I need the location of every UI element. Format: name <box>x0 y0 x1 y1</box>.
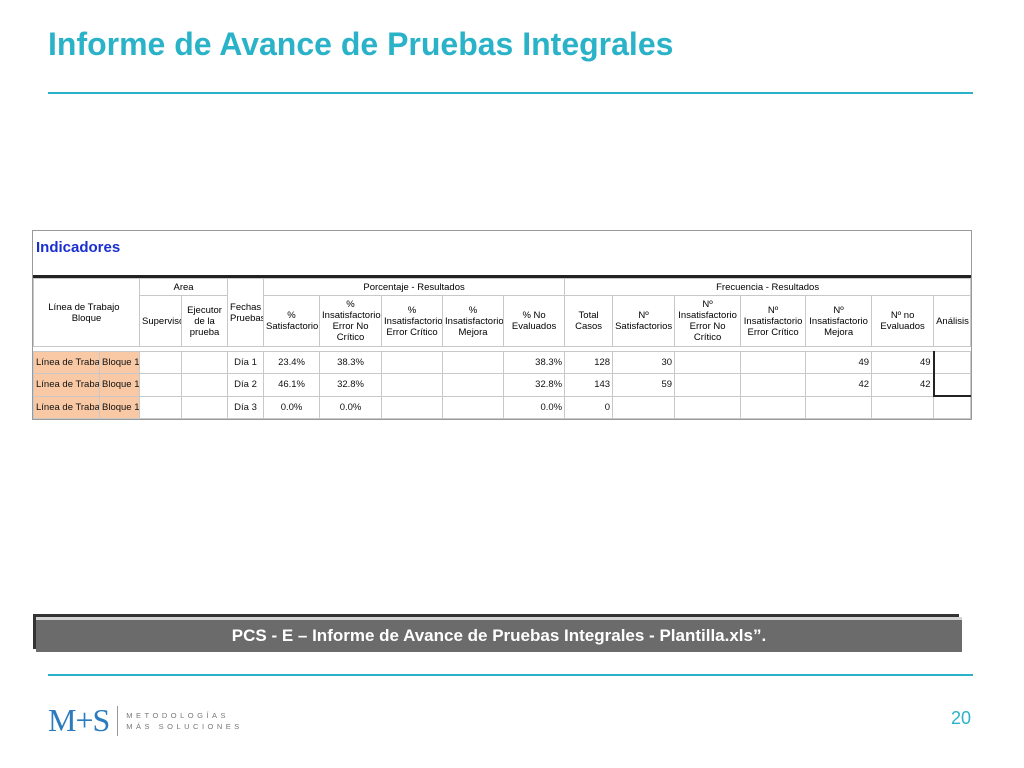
cell-analisis <box>932 351 971 374</box>
logo-divider <box>117 705 119 736</box>
col-header-n-mejora: Nº Insatisfactorio Mejora <box>805 295 873 347</box>
sheet-heading-row: Indicadores <box>33 231 971 278</box>
cell-n-error-no-critico <box>674 395 742 419</box>
col-header-linea: Línea de Trabajo <box>48 301 120 313</box>
cell-total-casos: 128 <box>564 351 614 374</box>
indicators-table: Línea de Trabajo Bloque Area Fechas Prue… <box>33 278 971 419</box>
cell-linea: Línea de Trabajo 1 <box>33 395 100 419</box>
col-header-bloque: Bloque <box>71 312 102 324</box>
cell-n-satisfactorios: 30 <box>612 351 676 374</box>
cell-pct-mejora <box>442 351 505 374</box>
title-divider <box>48 92 973 94</box>
cell-fecha: Día 1 <box>227 351 265 374</box>
cell-linea: Línea de Trabajo 1 <box>33 351 100 374</box>
col-header-pct-satisfactorio: % Satisfactorio <box>263 295 321 347</box>
slide-caption-box: PCS - E – Informe de Avance de Pruebas I… <box>36 617 962 652</box>
slide-caption: PCS - E – Informe de Avance de Pruebas I… <box>231 626 767 645</box>
cell-n-no-evaluados: 49 <box>871 351 935 374</box>
table-row: Línea de Trabajo 1 Bloque 1 Día 3 0.0% 0… <box>33 395 971 419</box>
cell-pct-mejora <box>442 395 505 419</box>
cell-bloque: Bloque 1 <box>98 395 141 419</box>
cell-pct-error-no-critico: 0.0% <box>319 395 383 419</box>
cell-n-no-evaluados: 42 <box>871 373 935 397</box>
group-area: Area <box>139 278 229 296</box>
cell-linea: Línea de Trabajo 1 <box>33 373 100 397</box>
cell-n-satisfactorios <box>612 395 676 419</box>
sheet-heading: Indicadores <box>36 239 121 256</box>
cell-n-mejora: 49 <box>805 351 873 374</box>
col-header-supervisor: Supervisor <box>139 295 183 347</box>
column-header-row: Supervisor Ejecutor de la prueba % Satis… <box>34 295 971 347</box>
cell-n-error-no-critico <box>674 373 742 397</box>
col-header-pct-no-evaluados: % No Evaluados <box>503 295 566 347</box>
cell-n-no-evaluados <box>871 395 935 419</box>
col-header-ejecutor: Ejecutor de la prueba <box>181 295 229 347</box>
col-header-pct-mejora: % Insatisfactorio Mejora <box>442 295 505 347</box>
cell-supervisor <box>139 373 183 397</box>
logo-mark: M+S <box>48 702 110 738</box>
logo-line-1: METODOLOGÍAS <box>126 710 230 720</box>
cell-n-error-critico <box>740 373 807 397</box>
cell-pct-error-critico <box>381 395 444 419</box>
cell-fecha: Día 2 <box>227 373 265 397</box>
cell-n-mejora <box>805 395 873 419</box>
page-number: 20 <box>950 708 971 728</box>
cell-bloque: Bloque 1 <box>98 373 141 397</box>
cell-pct-satisfactorio: 23.4% <box>263 351 321 374</box>
col-header-n-error-critico: Nº Insatisfactorio Error Crítico <box>740 295 807 347</box>
logo-line-2: MÁS SOLUCIONES <box>126 721 243 731</box>
table-row: Línea de Trabajo 1 Bloque 1 Día 2 46.1% … <box>33 373 971 397</box>
cell-supervisor <box>139 395 183 419</box>
group-porcentaje: Porcentaje - Resultados <box>263 278 566 296</box>
table-row: Línea de Trabajo 1 Bloque 1 Día 1 23.4% … <box>33 351 971 374</box>
col-header-analisis: Análisis <box>933 295 971 347</box>
cell-n-error-critico <box>740 351 807 374</box>
col-linea-bloque-group: Línea de Trabajo Bloque <box>33 278 141 347</box>
footer-divider <box>48 674 973 676</box>
col-header-n-satisfactorios: Nº Satisfactorios <box>612 295 676 347</box>
cell-n-satisfactorios: 59 <box>612 373 676 397</box>
col-header-fechas: Fechas Pruebas <box>227 278 265 347</box>
company-logo: M+S METODOLOGÍAS MÁS SOLUCIONES <box>48 702 243 739</box>
cell-pct-error-critico <box>381 373 444 397</box>
cell-n-error-critico <box>740 395 807 419</box>
cell-n-mejora: 42 <box>805 373 873 397</box>
slide-title: Informe de Avance de Pruebas Integrales <box>48 26 674 62</box>
cell-analisis <box>933 395 971 419</box>
cell-pct-satisfactorio: 0.0% <box>263 395 321 419</box>
col-header-pct-error-critico: % Insatisfactorio Error Crítico <box>381 295 444 347</box>
cell-ejecutor <box>181 351 229 374</box>
cell-supervisor <box>139 351 183 374</box>
cell-pct-no-evaluados: 38.3% <box>503 351 566 374</box>
cell-fecha: Día 3 <box>227 395 265 419</box>
cell-analisis <box>932 373 971 397</box>
cell-pct-no-evaluados: 0.0% <box>503 395 566 419</box>
cell-pct-no-evaluados: 32.8% <box>503 373 566 397</box>
cell-total-casos: 0 <box>564 395 614 419</box>
group-header-row: Línea de Trabajo Bloque Area Fechas Prue… <box>33 278 971 347</box>
cell-pct-error-no-critico: 38.3% <box>319 351 383 374</box>
cell-pct-error-no-critico: 32.8% <box>319 373 383 397</box>
cell-bloque: Bloque 1 <box>98 351 141 374</box>
cell-pct-mejora <box>442 373 505 397</box>
col-header-n-no-evaluados: Nº no Evaluados <box>871 295 935 347</box>
spreadsheet-screenshot: Indicadores Línea de Trabajo Bloque Area… <box>32 230 972 420</box>
cell-pct-satisfactorio: 46.1% <box>263 373 321 397</box>
col-header-total-casos: Total Casos <box>564 295 614 347</box>
logo-text: METODOLOGÍAS MÁS SOLUCIONES <box>126 710 243 732</box>
col-header-n-error-no-critico: Nº Insatisfactorio Error No Crítico <box>674 295 742 347</box>
cell-total-casos: 143 <box>564 373 614 397</box>
cell-n-error-no-critico <box>674 351 742 374</box>
cell-ejecutor <box>181 395 229 419</box>
cell-pct-error-critico <box>381 351 444 374</box>
col-header-pct-error-no-critico: % Insatisfactorio Error No Crítico <box>319 295 383 347</box>
cell-ejecutor <box>181 373 229 397</box>
group-frecuencia: Frecuencia - Resultados <box>564 278 971 296</box>
